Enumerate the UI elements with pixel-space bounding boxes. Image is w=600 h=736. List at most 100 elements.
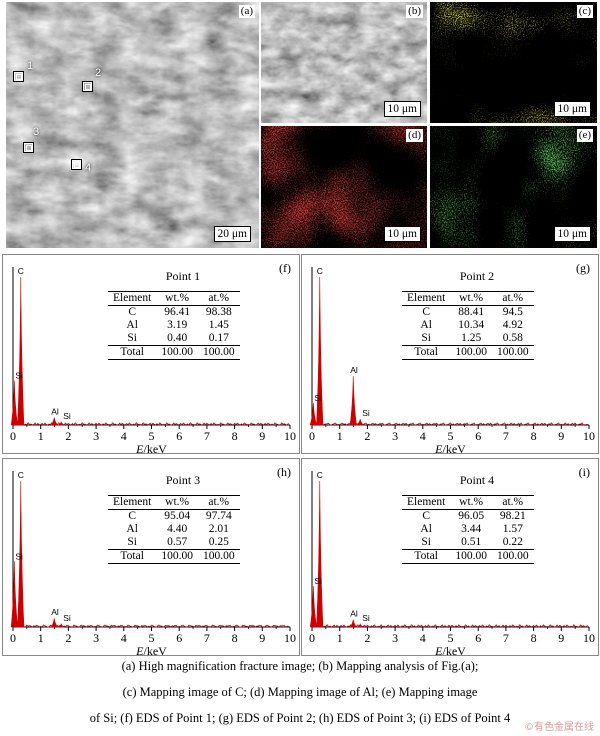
eds-panel-g: 0 1 2 3 4 5 6 7 8 9 10 E/keV C Si Al Si (g) Point 2 Elemen… [301, 254, 599, 455]
table-header-cell: Element [108, 495, 157, 510]
scale-bar-b: 10 μm [383, 101, 421, 117]
point-title: Point 4 [459, 473, 495, 487]
table-cell: 0.51 [461, 536, 482, 548]
peak-label: C [317, 470, 323, 480]
point-title: Point 3 [165, 473, 201, 487]
table-cell: Si [421, 332, 431, 344]
x-tick-label: 5 [149, 429, 155, 443]
x-tick-label: 10 [284, 631, 296, 645]
point-label-3: 3 [33, 126, 40, 138]
table-cell: 10.34 [458, 319, 485, 331]
peak-label: C [317, 266, 323, 276]
x-tick-label: 5 [149, 631, 155, 645]
point-marker-1 [13, 71, 24, 82]
peak-label: Si [314, 393, 322, 403]
table-cell: 4.40 [167, 523, 188, 535]
table-header-cell: Element [108, 291, 157, 306]
spectrum-baseline [12, 624, 289, 628]
x-tick-label: 2 [65, 429, 71, 443]
caption-line-3: of Si; (f) EDS of Point 1; (g) EDS of Po… [89, 711, 511, 725]
x-tick-label: 6 [475, 429, 481, 443]
table-total-cell: 100.00 [156, 549, 198, 564]
x-axis-label: E/keV [434, 442, 466, 455]
x-tick-label: 9 [558, 631, 564, 645]
table-header-cell: wt.% [450, 495, 492, 510]
scale-bar-a: 20 μm [213, 226, 251, 242]
table-cell: 0.40 [167, 332, 188, 344]
x-tick-label: 1 [38, 631, 44, 645]
table-cell: Si [421, 536, 431, 548]
table-cell: 88.41 [458, 306, 485, 318]
panel-tag-b: (b) [406, 5, 423, 18]
spectrum-peak-al [349, 619, 358, 628]
x-tick-label: 6 [176, 429, 182, 443]
table-total-cell: 100.00 [450, 345, 492, 360]
table-cell: Si [127, 332, 137, 344]
x-tick-label: 2 [65, 631, 71, 645]
map-image-e: (e) 10 μm [430, 126, 597, 248]
table-cell: 3.19 [167, 319, 188, 331]
peak-label: Si [362, 408, 370, 418]
peak-label: Si [15, 551, 23, 561]
watermark: ©有色金属在线 [524, 722, 594, 733]
table-cell: 98.38 [205, 306, 232, 318]
table-header-cell: Element [402, 291, 451, 306]
x-tick-label: 8 [531, 429, 537, 443]
spectrum-peak-si [356, 623, 364, 628]
table-total-cell: 100.00 [450, 549, 492, 564]
spectrum-peak-si [10, 561, 18, 628]
map-image-d: (d) 10 μm [261, 126, 427, 248]
x-tick-label: 9 [259, 631, 265, 645]
x-tick-label: 8 [232, 631, 238, 645]
table-cell: 1.57 [502, 523, 523, 535]
table-cell: C [422, 510, 430, 522]
table-row: C 96.41 98.38 [108, 306, 240, 320]
table-row: Si 0.51 0.22 [402, 536, 534, 550]
table-cell: 2.01 [208, 523, 229, 535]
point-marker-4 [71, 159, 82, 170]
scale-bar-e: 10 μm [553, 226, 591, 242]
x-axis-label: E/keV [135, 442, 167, 455]
x-tick-label: 4 [121, 631, 127, 645]
panel-tag-c: (c) [576, 5, 593, 18]
spectrum-peak-c [17, 276, 25, 426]
table-cell: Al [126, 523, 138, 535]
x-tick-label: 1 [38, 429, 44, 443]
panel-tag-d: (d) [406, 129, 423, 142]
table-cell: 96.05 [458, 510, 485, 522]
panel-tag: (f) [279, 261, 291, 275]
x-axis-label: E/keV [434, 644, 466, 657]
caption-line-1: (a) High magnification fracture image; (… [121, 659, 479, 673]
point-label-2: 2 [95, 67, 102, 79]
table-header-cell: wt.% [156, 495, 198, 510]
x-tick-label: 7 [503, 631, 509, 645]
table-total-cell: 100.00 [156, 345, 198, 360]
x-tick-label: 9 [259, 429, 265, 443]
peak-label: C [18, 470, 24, 480]
x-tick-label: 4 [420, 631, 426, 645]
x-tick-label: 8 [531, 631, 537, 645]
point-title: Point 1 [165, 269, 201, 283]
sem-image-b: (b) 10 μm [261, 2, 427, 123]
x-tick-label: 2 [364, 631, 370, 645]
scale-bar-d: 10 μm [383, 226, 421, 242]
table-cell: 4.92 [502, 319, 523, 331]
peak-label: Al [350, 365, 358, 375]
peak-label: Si [15, 371, 23, 381]
spectrum-baseline [12, 422, 289, 426]
table-cell: C [128, 306, 136, 318]
x-tick-label: 6 [176, 631, 182, 645]
point-label-4: 4 [85, 162, 92, 174]
spectrum-peak-si [57, 421, 65, 426]
peak-label: Al [51, 407, 59, 417]
x-tick-label: 10 [284, 429, 296, 443]
spectrum-peak-al [50, 618, 59, 628]
table-cell: 1.45 [208, 319, 229, 331]
table-row: Si 0.57 0.25 [108, 536, 240, 550]
composition-table: Element wt.% at.% C 95.04 97.74 Al 4.40 2.01 Si 0.… [108, 495, 240, 564]
table-header-cell: wt.% [450, 291, 492, 306]
table-row: Si 0.40 0.17 [108, 332, 240, 346]
